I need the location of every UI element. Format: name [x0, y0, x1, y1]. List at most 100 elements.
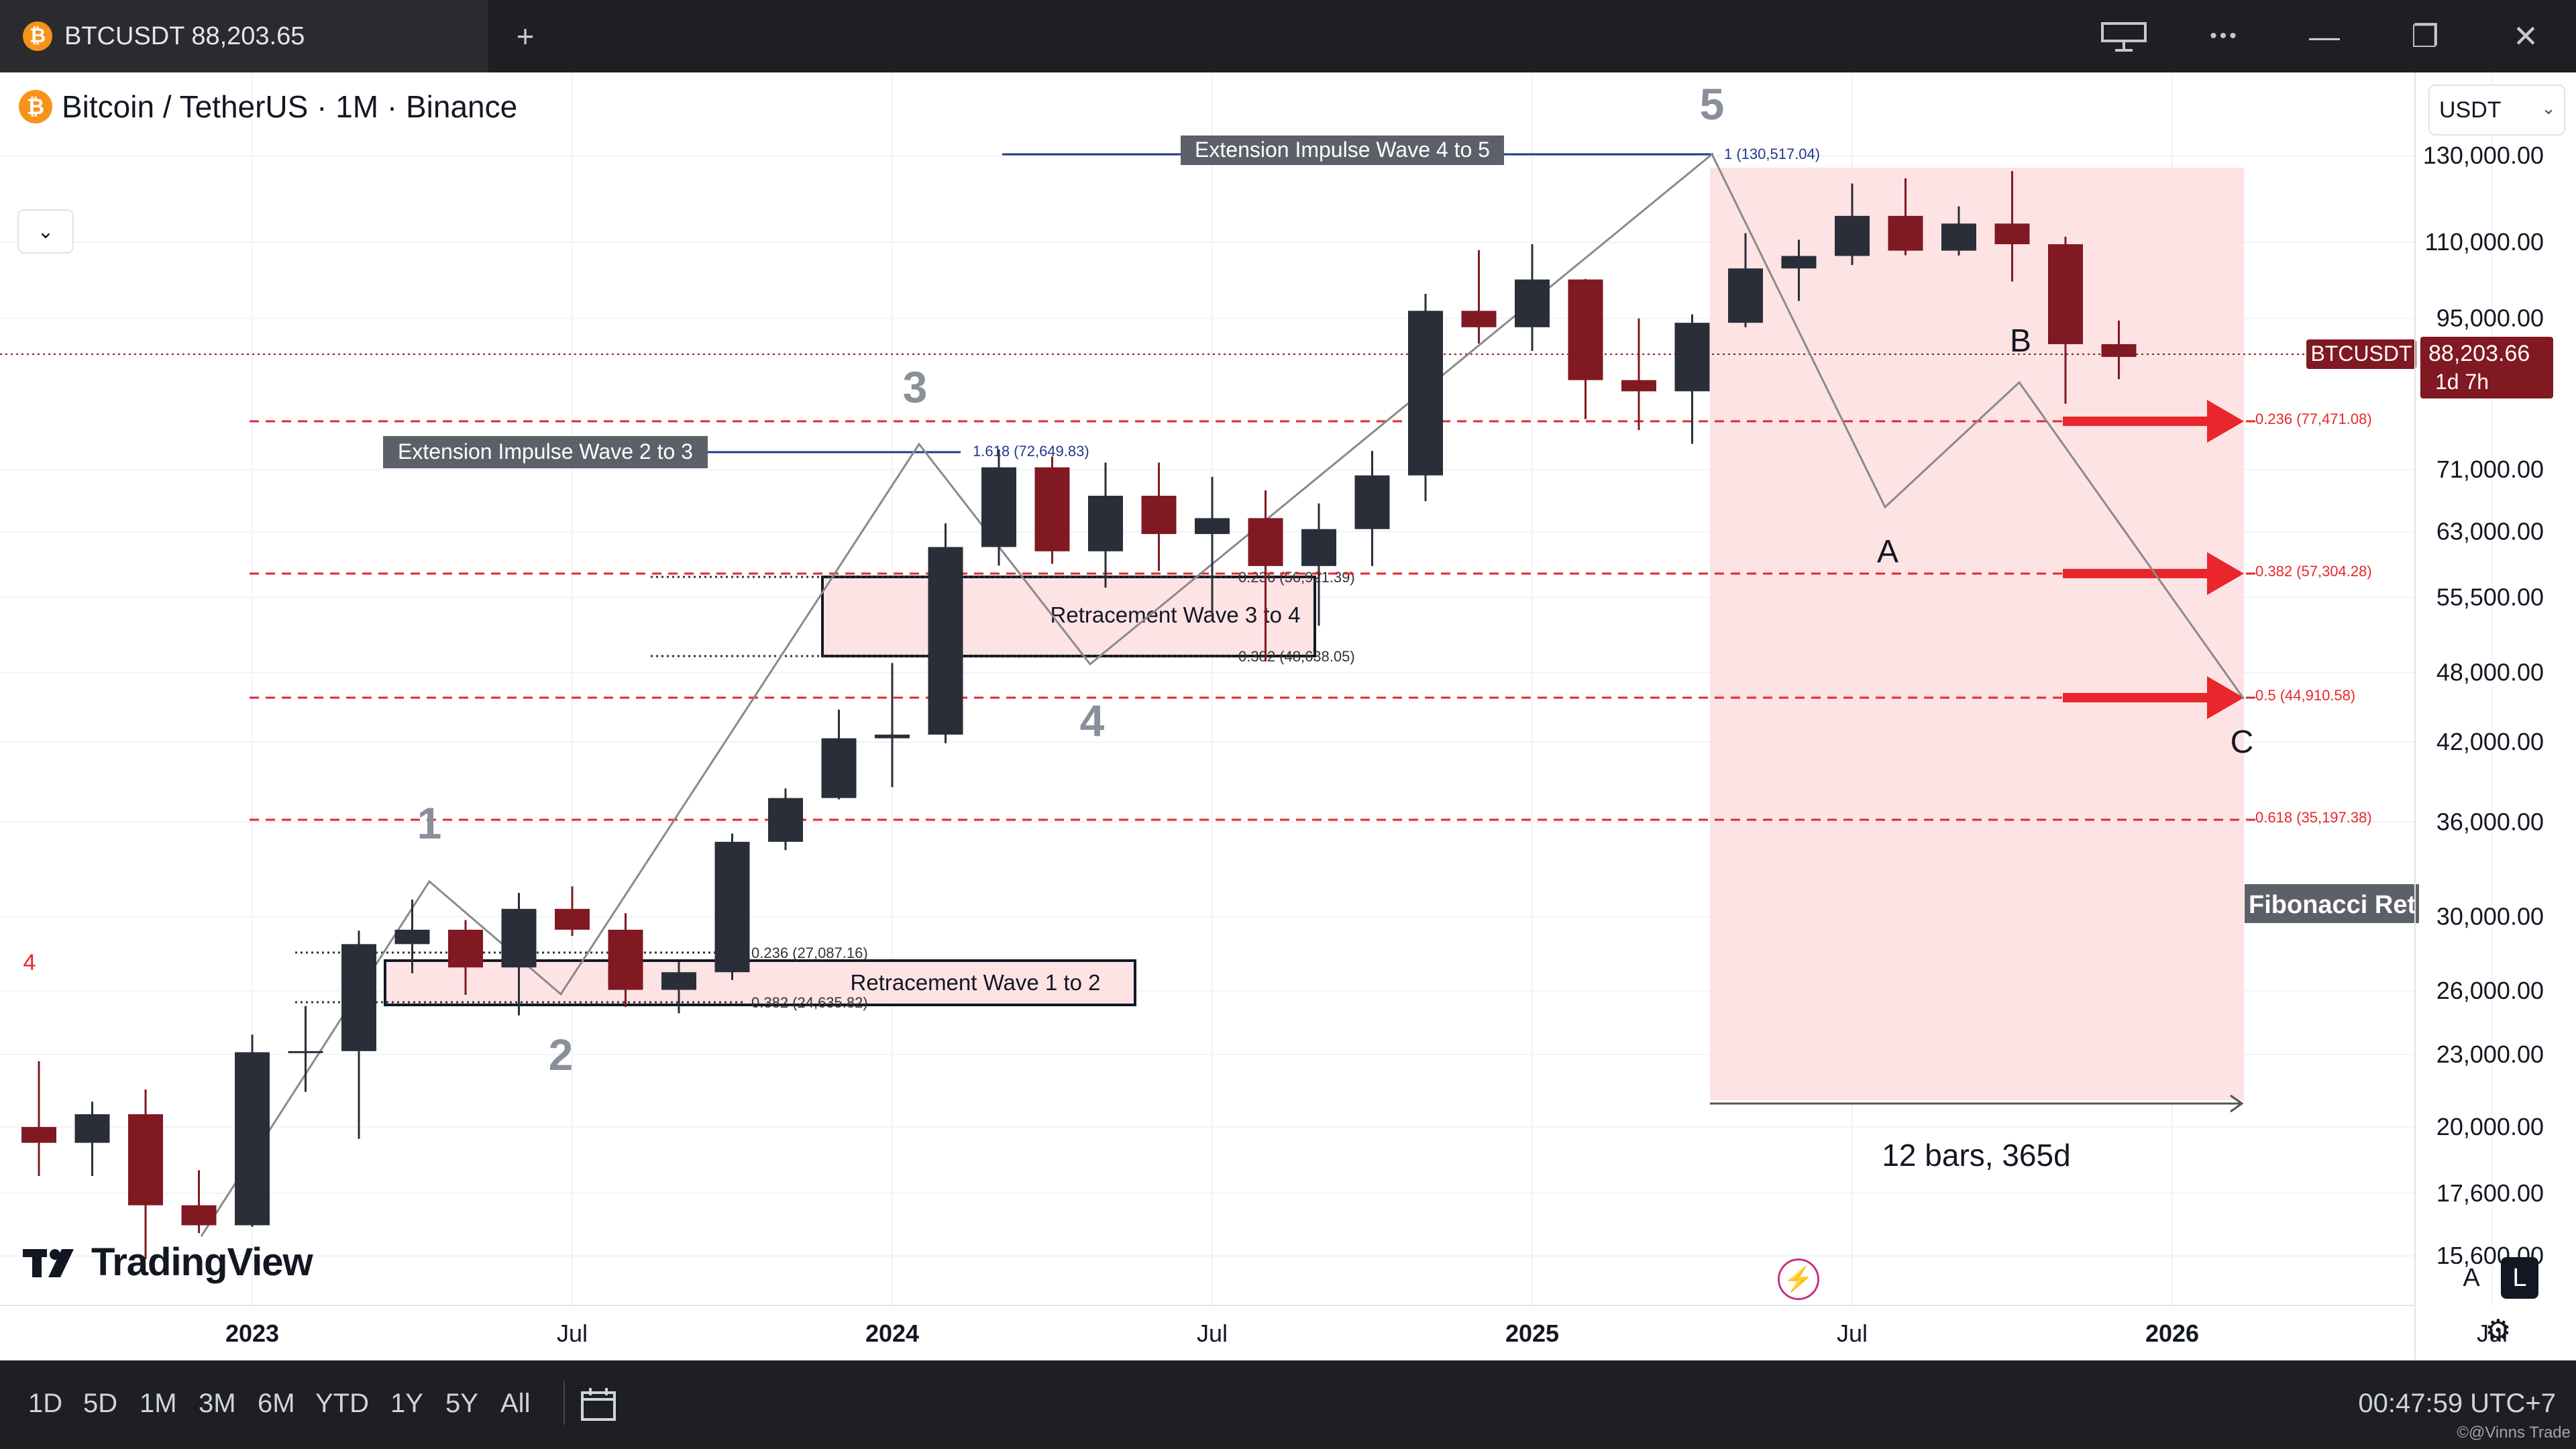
candle[interactable] — [555, 886, 590, 936]
symbol-badge — [2306, 339, 2416, 369]
candle[interactable] — [1354, 451, 1390, 566]
price-axis[interactable]: 130,000.00 110,000.00 95,000.00 71,000.00 63… — [2423, 142, 2544, 1269]
range-button-ytd[interactable]: YTD — [315, 1389, 369, 1418]
retracement-3-4-label: Retracement Wave 3 to 4 — [1051, 602, 1301, 627]
candle-body — [821, 738, 857, 798]
close-button[interactable]: ✕ — [2512, 19, 2539, 54]
candle[interactable] — [1835, 183, 1870, 266]
candle[interactable] — [714, 833, 750, 980]
candle[interactable] — [341, 930, 376, 1139]
range-button-3m[interactable]: 3M — [199, 1389, 236, 1418]
arrow-to-fib-236[interactable] — [2063, 400, 2244, 443]
calendar-icon-graphic — [581, 1388, 616, 1421]
candle[interactable] — [1568, 278, 1603, 419]
candle[interactable] — [1195, 476, 1230, 616]
candle[interactable] — [1941, 206, 1976, 256]
candle[interactable] — [1888, 178, 1923, 256]
bitcoin-icon: ₿ — [19, 90, 52, 123]
candle[interactable] — [1088, 462, 1123, 588]
elliott-wave-path[interactable] — [200, 152, 2245, 1237]
candle[interactable] — [2101, 320, 2137, 380]
gear-icon[interactable]: ⚙ — [2485, 1313, 2512, 1347]
restore-button[interactable]: ❐ — [2411, 19, 2439, 54]
range-button-all[interactable]: All — [500, 1389, 531, 1418]
candle[interactable] — [394, 899, 430, 973]
candle[interactable] — [661, 961, 696, 1014]
legend-collapse-button[interactable]: ⌄ — [17, 209, 74, 254]
fibonacci-label-box[interactable] — [2245, 884, 2419, 923]
candle[interactable] — [181, 1170, 217, 1234]
candle[interactable] — [74, 1102, 110, 1176]
candle-body — [555, 908, 590, 930]
arrow-to-fib-382[interactable] — [2063, 552, 2244, 595]
candle[interactable] — [288, 1006, 323, 1092]
prev-wave-label: 4 — [23, 950, 36, 975]
candle[interactable] — [1781, 239, 1817, 301]
range-button-1y[interactable]: 1Y — [390, 1389, 423, 1418]
candles[interactable] — [21, 170, 2137, 1260]
candle[interactable] — [1515, 244, 1550, 351]
candle-body — [1835, 215, 1870, 256]
candle-body — [394, 929, 430, 945]
candle[interactable] — [21, 1061, 56, 1176]
calendar-icon[interactable] — [578, 1386, 619, 1426]
date-range-box[interactable] — [1710, 168, 2244, 1100]
candle[interactable] — [821, 709, 857, 800]
candle[interactable] — [1728, 233, 1763, 327]
candle[interactable] — [768, 788, 803, 851]
tradingview-logo[interactable]: TradingView — [23, 1240, 313, 1285]
candle[interactable] — [1248, 490, 1283, 662]
auto-scale-button[interactable]: A — [2463, 1263, 2480, 1292]
range-button-1d[interactable]: 1D — [28, 1389, 63, 1418]
candle[interactable] — [1034, 456, 1070, 564]
candle[interactable] — [1141, 462, 1177, 572]
candle[interactable] — [128, 1089, 163, 1260]
ret-1-2-level-382: 0.382 (24,635.82) — [751, 994, 868, 1011]
ret-1-2-level-236: 0.236 (27,087.16) — [751, 945, 868, 961]
toolbar-divider — [564, 1381, 565, 1425]
candle[interactable] — [1621, 318, 1656, 431]
retracement-3-4-box[interactable] — [821, 576, 1316, 657]
candle[interactable] — [875, 663, 910, 788]
minimize-button[interactable]: — — [2309, 19, 2340, 54]
candle-body — [1674, 323, 1710, 392]
price-tick-label: 30,000.00 — [2436, 902, 2544, 930]
candle[interactable] — [235, 1034, 270, 1227]
currency-select[interactable]: USDT ⌄ — [2428, 85, 2565, 136]
price-tick-label: 71,000.00 — [2436, 455, 2544, 483]
clock[interactable]: 00:47:59 UTC+7 — [2358, 1389, 2556, 1418]
range-button-1m[interactable]: 1M — [140, 1389, 177, 1418]
time-tick-label: 2025 — [1505, 1320, 1559, 1347]
candle[interactable] — [501, 893, 537, 1016]
candle[interactable] — [448, 920, 483, 996]
candle-body — [128, 1114, 163, 1205]
candle[interactable] — [1301, 503, 1336, 626]
symbol-legend[interactable]: ₿ Bitcoin / TetherUS · 1M · Binance — [19, 89, 517, 125]
candle[interactable] — [608, 913, 643, 1008]
arrow-to-fib-500[interactable] — [2063, 676, 2244, 719]
tab-title: BTCUSDT 88,203.65 — [64, 21, 305, 50]
time-axis[interactable]: 2023Jul2024Jul2025Jul2026Jul2027 — [225, 1320, 2576, 1347]
candle-body — [1141, 496, 1177, 535]
range-button-5d[interactable]: 5D — [83, 1389, 118, 1418]
flash-icon[interactable]: ⚡ — [1778, 1258, 1819, 1300]
layout-icon[interactable] — [2096, 11, 2152, 62]
time-tick-label: Jul — [1197, 1320, 1228, 1347]
candle[interactable] — [1674, 314, 1710, 444]
more-options-button[interactable]: ••• — [2210, 25, 2239, 47]
range-button-6m[interactable]: 6M — [258, 1389, 295, 1418]
candle[interactable] — [1408, 294, 1443, 502]
chart-tab[interactable]: ₿ BTCUSDT 88,203.65 — [0, 0, 488, 72]
retracement-1-2-box[interactable] — [384, 959, 1136, 1006]
chart-area[interactable]: 12 bars, 365d 0.236 (27,087.16) 0.382 (2… — [0, 72, 2576, 1360]
candle[interactable] — [2048, 236, 2083, 404]
range-button-5y[interactable]: 5Y — [445, 1389, 478, 1418]
candle[interactable] — [981, 449, 1016, 566]
candle[interactable] — [928, 523, 963, 743]
candle[interactable] — [1994, 170, 2030, 282]
chart-canvas[interactable]: 12 bars, 365d 0.236 (27,087.16) 0.382 (2… — [0, 72, 2576, 1360]
log-scale-button[interactable]: L — [2501, 1257, 2538, 1299]
candle[interactable] — [1461, 250, 1497, 344]
new-tab-button[interactable]: + — [516, 19, 535, 54]
symbol-title[interactable]: Bitcoin / TetherUS · 1M · Binance — [62, 89, 518, 124]
